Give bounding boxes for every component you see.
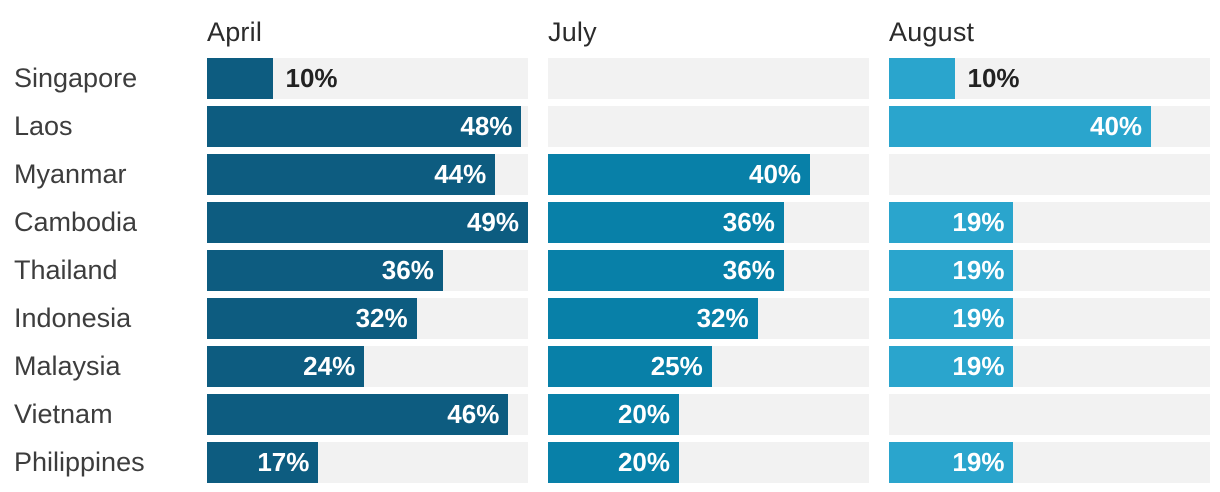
bar-april: [207, 58, 273, 99]
bar-track-august: 10%: [889, 58, 1210, 99]
bar-track-july: 36%: [548, 202, 869, 243]
value-label: 25%: [650, 351, 703, 381]
row-label: Thailand: [14, 255, 118, 285]
row-label: Cambodia: [14, 207, 138, 237]
table-row: Cambodia 49% 36% 19%: [14, 202, 1210, 243]
value-label: 40%: [1089, 111, 1143, 141]
value-label: 36%: [722, 207, 775, 237]
value-label: 20%: [617, 399, 671, 429]
value-label: 10%: [967, 63, 1020, 93]
value-label: 17%: [257, 447, 310, 477]
value-label: 32%: [696, 303, 749, 333]
bar-april: 32%: [207, 298, 417, 339]
chart-rows: Singapore 10% 10% Laos 48% 40% Myanmar 44% 40% Ca…: [14, 58, 1210, 483]
value-label: 48%: [460, 111, 513, 141]
bar-track-august: [889, 394, 1210, 435]
bar-track-april: 36%: [207, 250, 528, 291]
bar-track-july: 25%: [548, 346, 869, 387]
bar-august: [889, 58, 955, 99]
bar-track-august: 19%: [889, 346, 1210, 387]
bar-april: 46%: [207, 394, 509, 435]
bar-july: 20%: [548, 442, 680, 483]
table-row: Thailand 36% 36% 19%: [14, 250, 1210, 291]
bar-july: 40%: [548, 154, 811, 195]
bar-april: 44%: [207, 154, 496, 195]
bar-track-august: 19%: [889, 202, 1210, 243]
value-label: 19%: [952, 351, 1005, 381]
table-row: Indonesia 32% 32% 19%: [14, 298, 1210, 339]
value-label: 19%: [952, 303, 1005, 333]
bar-track-april: 32%: [207, 298, 528, 339]
table-row: Malaysia 24% 25% 19%: [14, 346, 1210, 387]
value-label: 19%: [952, 255, 1005, 285]
bar-july: 20%: [548, 394, 680, 435]
table-row: Singapore 10% 10%: [14, 58, 1210, 99]
bar-track-august: 19%: [889, 298, 1210, 339]
table-row: Laos 48% 40%: [14, 106, 1210, 147]
bar-track-august: 19%: [889, 442, 1210, 483]
row-label: Laos: [14, 111, 73, 141]
bar-track-july: 32%: [548, 298, 869, 339]
bar-track-april: 24%: [207, 346, 528, 387]
row-label: Vietnam: [14, 399, 113, 429]
bar-july: 36%: [548, 250, 784, 291]
bar-august: 19%: [889, 346, 1014, 387]
bar-april: 36%: [207, 250, 443, 291]
column-header-april: April: [207, 17, 263, 48]
bar-track-august: 40%: [889, 106, 1210, 147]
bar-august: 40%: [889, 106, 1152, 147]
column-header-august: August: [889, 17, 975, 48]
value-label: 40%: [748, 159, 802, 189]
column-headers: April July August: [14, 0, 1210, 58]
table-row: Vietnam 46% 20%: [14, 394, 1210, 435]
bar-track-april: 10%: [207, 58, 528, 99]
bar-track-august: 19%: [889, 250, 1210, 291]
bar-april: 24%: [207, 346, 365, 387]
bar-july: 36%: [548, 202, 784, 243]
value-label: 19%: [952, 207, 1005, 237]
bar-track-april: 44%: [207, 154, 528, 195]
bar-july: 32%: [548, 298, 758, 339]
value-label: 32%: [355, 303, 408, 333]
bar-august: 19%: [889, 202, 1014, 243]
bar-track-july: 40%: [548, 154, 869, 195]
bar-april: 17%: [207, 442, 319, 483]
value-label: 20%: [617, 447, 671, 477]
value-label: 36%: [381, 255, 434, 285]
value-label: 36%: [722, 255, 775, 285]
bar-track-july: 20%: [548, 394, 869, 435]
value-label: 19%: [952, 447, 1005, 477]
bar-august: 19%: [889, 442, 1014, 483]
row-label: Indonesia: [14, 303, 132, 333]
bar-april: 48%: [207, 106, 522, 147]
bar-track-july: 36%: [548, 250, 869, 291]
row-label: Philippines: [14, 447, 145, 477]
value-label: 46%: [447, 399, 500, 429]
bar-track-april: 17%: [207, 442, 528, 483]
bar-august: 19%: [889, 250, 1014, 291]
bar-track-april: 48%: [207, 106, 528, 147]
row-label: Malaysia: [14, 351, 121, 381]
table-row: Myanmar 44% 40%: [14, 154, 1210, 195]
bar-track-april: 46%: [207, 394, 528, 435]
row-label: Myanmar: [14, 159, 127, 189]
bar-august: 19%: [889, 298, 1014, 339]
table-row: Philippines 17% 20% 19%: [14, 442, 1210, 483]
row-label: Singapore: [14, 63, 138, 93]
bar-april: 49%: [207, 202, 528, 243]
value-label: 24%: [303, 351, 356, 381]
bar-july: 25%: [548, 346, 712, 387]
bar-track-july: 20%: [548, 442, 869, 483]
value-label: 10%: [285, 63, 338, 93]
value-label: 49%: [466, 207, 519, 237]
value-label: 44%: [434, 159, 487, 189]
bar-track-july: [548, 58, 869, 99]
bar-track-april: 49%: [207, 202, 528, 243]
column-header-july: July: [548, 17, 597, 48]
bar-track-july: [548, 106, 869, 147]
bar-track-august: [889, 154, 1210, 195]
